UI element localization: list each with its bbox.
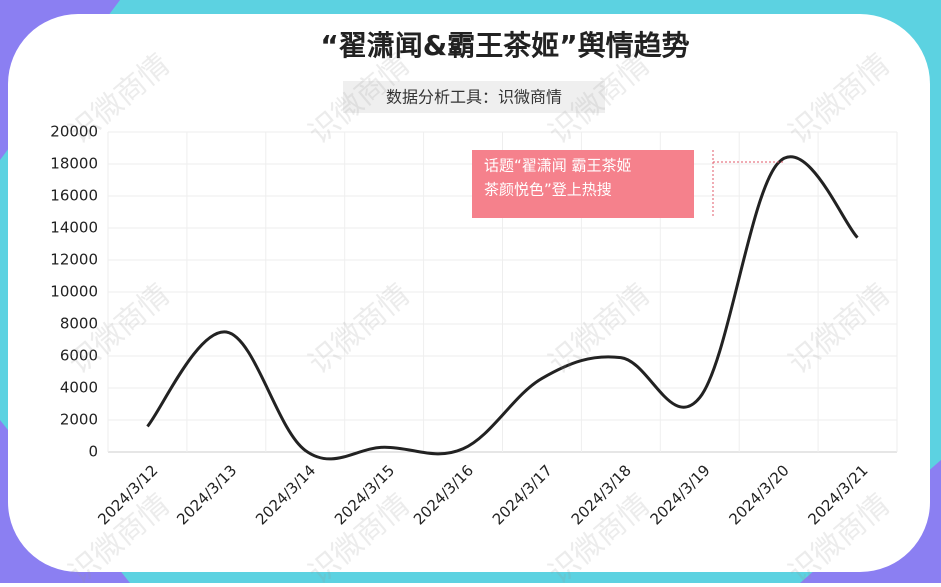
- marks: [146, 155, 859, 461]
- y-tick-label: 6000: [60, 347, 98, 365]
- y-tick-label: 20000: [50, 123, 98, 141]
- annotation: 茶颜悦色”登上热搜: [484, 181, 612, 199]
- line: [146, 155, 859, 461]
- annotation-box: [472, 150, 694, 218]
- y-tick-label: 10000: [50, 283, 98, 301]
- panel: [8, 14, 930, 572]
- y-tick-label: 4000: [60, 379, 98, 397]
- y-tick-label: 0: [88, 443, 98, 461]
- chart-subtitle: 数据分析工具：识微商情: [386, 88, 562, 107]
- annotation: 话题“翟潇闻 霸王茶姬: [484, 157, 632, 175]
- y-tick-label: 16000: [50, 187, 98, 205]
- y-tick-label: 8000: [60, 315, 98, 333]
- y-tick-label: 2000: [60, 411, 98, 429]
- y-tick-label: 12000: [50, 251, 98, 269]
- chart-title: “翟潇闻&霸王茶姬”舆情趋势: [320, 29, 689, 62]
- subtitle-box: [343, 81, 605, 113]
- y-tick-label: 14000: [50, 219, 98, 237]
- y-tick-label: 18000: [50, 155, 98, 173]
